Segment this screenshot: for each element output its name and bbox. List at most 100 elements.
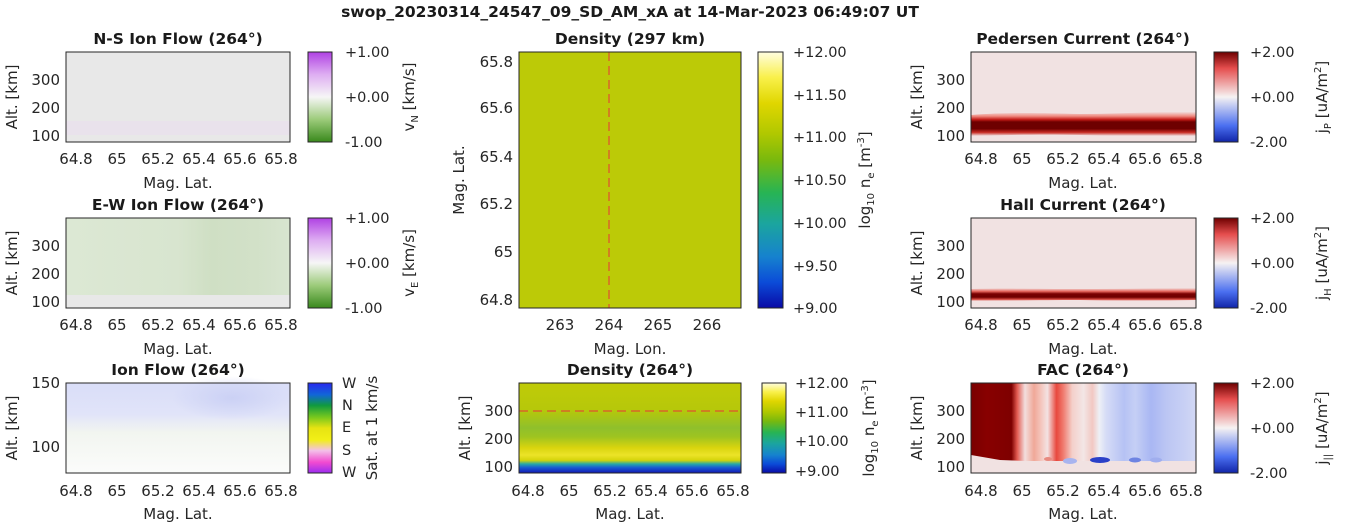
dp-ytick-100: 100 [484,458,513,476]
dm-cbar-tick-1150: +11.50 [793,88,847,104]
dp-cbar-tick-1000: +10.00 [795,434,849,450]
ns-cbar-tick-min: -1.00 [345,135,383,151]
hall-xtick-656: 65.6 [1128,316,1161,334]
dp-xtick-656: 65.6 [675,482,708,500]
fac-xtick-656: 65.6 [1128,482,1161,500]
dm-colorbar [757,51,784,309]
density-profile-panel: Density (264°) 300 200 100 64.8 65 65.2 … [456,361,881,523]
hall-ytick-200: 200 [936,265,965,283]
hall-panel: Hall Current (264°) 300 200 100 64.8 65 … [908,196,1334,358]
if-ytick-100: 100 [31,438,60,456]
fac-ytick-200: 200 [936,430,965,448]
ew-ylabel: Alt. [km] [3,231,21,296]
dp-xtick-658: 65.8 [716,482,749,500]
ns-ylabel: Alt. [km] [3,65,21,130]
ew-xlabel: Mag. Lat. [143,340,212,358]
ped-xlabel: Mag. Lat. [1048,174,1117,192]
hall-cbar-tick-min: -2.00 [1250,301,1288,317]
dm-ytick-656: 65.6 [480,99,513,117]
dp-ytick-300: 300 [484,402,513,420]
if-cbar-tick-s: S [342,443,351,459]
ew-cbar-label: vE [km/s] [400,229,421,297]
dp-xtick-654: 65.4 [634,482,667,500]
fac-title: FAC (264°) [1037,361,1129,379]
if-cbar-tick-e: E [342,420,351,436]
hall-xtick-650: 65 [1012,316,1031,334]
ped-ytick-100: 100 [936,127,965,145]
density-map-panel: Density (297 km) 65.8 65.6 65.4 65.2 65 … [450,30,877,358]
dm-cbar-tick-1200: +12.00 [793,45,847,61]
hall-cbar-tick-max: +2.00 [1250,211,1294,227]
hall-xtick-658: 65.8 [1169,316,1202,334]
fac-blob-5 [1044,457,1052,461]
dm-ylabel: Mag. Lat. [450,145,468,214]
ew-colorbar [307,217,333,309]
fac-xtick-658: 65.8 [1169,482,1202,500]
ped-cbar-label: jP [uA/m2] [1313,61,1334,135]
hall-ytick-100: 100 [936,293,965,311]
ped-cbar-tick-mid: +0.00 [1250,90,1294,106]
ns-xtick-658: 65.8 [264,150,297,168]
hall-xtick-654: 65.4 [1087,316,1120,334]
dp-cbar-label: log10 ne [m-3] [860,379,881,476]
dm-cbar-label: log10 ne [m-3] [856,131,877,228]
if-cbar-tick-w-top: W [342,376,356,392]
dp-cbar-tick-900: +9.00 [795,464,839,480]
ion-flow-panel: Ion Flow (264°) 150 100 64.8 65 65.2 65.… [3,361,381,523]
ped-xtick-650: 65 [1012,150,1031,168]
hall-xtick-652: 65.2 [1046,316,1079,334]
ns-xtick-650: 65 [107,150,126,168]
hall-cbar-label: jH [uA/m2] [1313,226,1334,301]
if-xtick-654: 65.4 [182,482,215,500]
ew-cbar-tick-max: +1.00 [345,211,389,227]
ew-xtick-656: 65.6 [223,316,256,334]
fac-heatmap [971,383,1196,473]
ns-xtick-648: 64.8 [59,150,92,168]
hall-xtick-648: 64.8 [964,316,997,334]
fac-blob-1 [1063,458,1077,464]
ns-ion-flow-title: N-S Ion Flow (264°) [93,30,262,48]
density-map-title: Density (297 km) [555,30,705,48]
fac-ytick-100: 100 [936,458,965,476]
dp-xtick-650: 65 [559,482,578,500]
ns-ion-flow-band [66,121,290,135]
fac-cbar-tick-min: -2.00 [1250,466,1288,482]
fac-cbar-tick-max: +2.00 [1250,376,1294,392]
dm-cbar-tick-1050: +10.50 [793,173,847,189]
ns-ion-flow-panel: N-S Ion Flow (264°) 300 200 100 64.8 65 … [3,30,421,192]
ion-flow-title: Ion Flow (264°) [111,361,244,379]
density-profile-heatmap [519,383,741,473]
ew-ytick-100: 100 [31,293,60,311]
dm-xtick-263: 263 [546,316,575,334]
ped-xtick-656: 65.6 [1128,150,1161,168]
density-map-heatmap [519,52,741,308]
dp-xlabel: Mag. Lat. [595,505,664,523]
ew-xtick-650: 65 [107,316,126,334]
pedersen-band [971,111,1196,136]
if-xtick-656: 65.6 [223,482,256,500]
ns-xtick-652: 65.2 [141,150,174,168]
dp-cbar-tick-1200: +12.00 [795,376,849,392]
dm-xtick-265: 265 [644,316,673,334]
ew-cbar-tick-min: -1.00 [345,301,383,317]
ew-cbar-tick-mid: +0.00 [345,256,389,272]
ew-ion-flow-lower [66,295,290,308]
ew-xtick-658: 65.8 [264,316,297,334]
hall-xlabel: Mag. Lat. [1048,340,1117,358]
ns-cbar-tick-mid: +0.00 [345,90,389,106]
hall-band [971,288,1196,301]
fac-xlabel: Mag. Lat. [1048,505,1117,523]
ion-flow-blob [172,376,292,420]
ew-xtick-654: 65.4 [182,316,215,334]
fac-xtick-654: 65.4 [1087,482,1120,500]
dp-ytick-200: 200 [484,430,513,448]
ped-xtick-648: 64.8 [964,150,997,168]
pedersen-title: Pedersen Current (264°) [976,30,1190,48]
ew-ytick-200: 200 [31,265,60,283]
if-xtick-648: 64.8 [59,482,92,500]
ew-ion-flow-panel: E-W Ion Flow (264°) 300 200 100 64.8 65 … [3,196,421,358]
if-xtick-658: 65.8 [264,482,297,500]
fac-lower-band [971,455,1196,473]
dm-cbar-tick-1000: +10.00 [793,216,847,232]
if-xlabel: Mag. Lat. [143,505,212,523]
